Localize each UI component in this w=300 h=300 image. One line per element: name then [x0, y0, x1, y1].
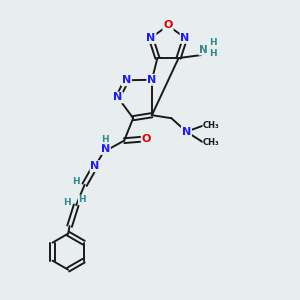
Text: H: H [63, 198, 70, 207]
Text: N: N [199, 45, 208, 55]
Text: O: O [163, 20, 173, 31]
Text: H: H [101, 135, 109, 144]
Text: CH₃: CH₃ [203, 121, 220, 130]
Text: N: N [181, 33, 190, 43]
Text: N: N [182, 127, 191, 137]
Text: N: N [101, 144, 110, 154]
Text: N: N [146, 33, 155, 43]
Text: N: N [122, 75, 131, 85]
Text: N: N [91, 161, 100, 171]
Text: H: H [72, 177, 80, 186]
Text: O: O [142, 134, 151, 144]
Text: N: N [113, 92, 122, 103]
Text: N: N [147, 75, 157, 85]
Text: H: H [209, 38, 216, 47]
Text: H: H [78, 195, 86, 204]
Text: CH₃: CH₃ [203, 138, 220, 147]
Text: H: H [209, 49, 216, 58]
